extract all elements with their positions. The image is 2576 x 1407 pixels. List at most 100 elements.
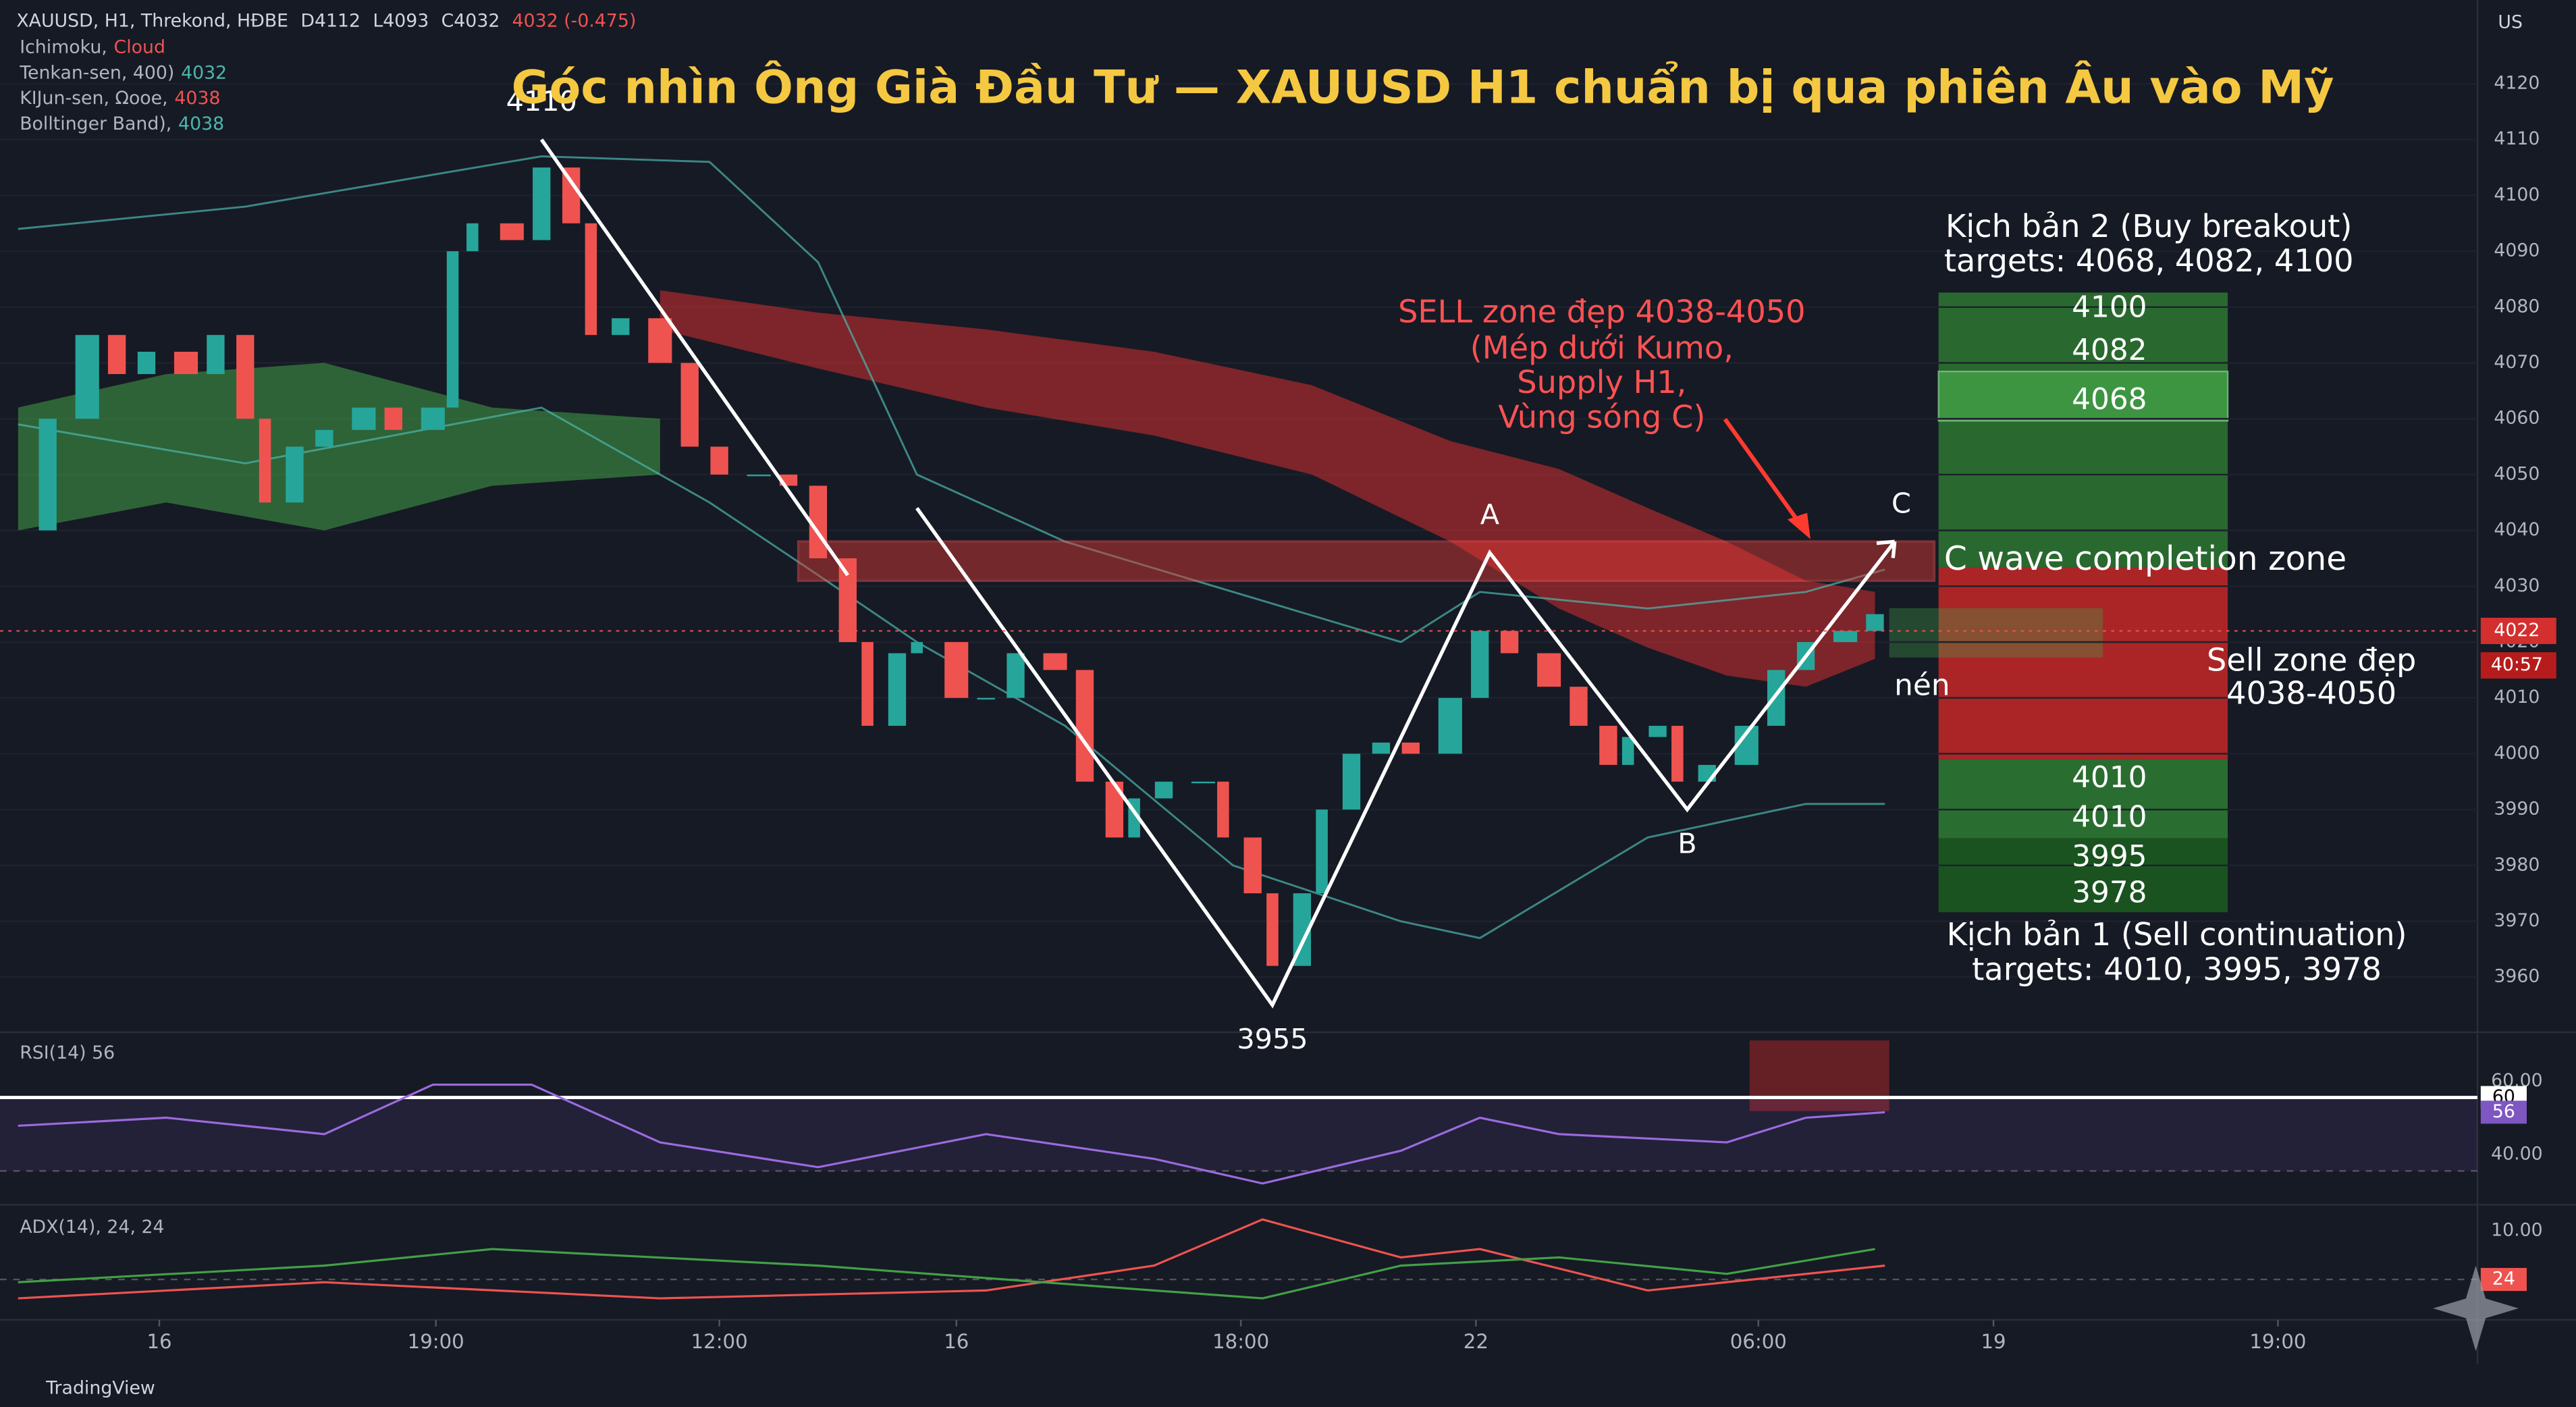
candle xyxy=(173,351,198,375)
wave-label: C xyxy=(1891,487,1911,520)
compression-box xyxy=(1889,608,2103,658)
candle xyxy=(137,351,156,375)
candle xyxy=(259,419,271,503)
adx-tag-label: 24 xyxy=(2492,1269,2515,1290)
adx-tag xyxy=(2480,1268,2527,1292)
candle xyxy=(421,407,445,430)
candle xyxy=(1007,653,1025,698)
adx-line xyxy=(18,1248,1875,1300)
callout-arrowhead xyxy=(1787,512,1810,539)
symbol: XAUUSD, H1, Threkond, HĐBE xyxy=(16,10,288,31)
y-tick-label: 4110 xyxy=(2494,128,2540,149)
wave-label: B xyxy=(1678,828,1696,860)
candle xyxy=(38,419,57,531)
candle xyxy=(384,407,402,430)
indicator-legend: KIJun-sen, Ωooe, 4038 xyxy=(20,88,220,109)
candle xyxy=(1671,726,1684,782)
buy-box xyxy=(1938,292,2228,567)
x-tick-label: 16 xyxy=(146,1330,171,1353)
annotation: Vùng sóng C) xyxy=(1498,398,1705,435)
candle xyxy=(648,318,672,363)
candle xyxy=(1217,781,1229,838)
candle xyxy=(236,335,254,419)
y-tick-label: 3960 xyxy=(2494,966,2540,987)
sell-target-box xyxy=(1938,759,2228,839)
candle xyxy=(1471,631,1489,698)
candle xyxy=(1866,614,1884,631)
candle xyxy=(911,642,923,654)
adx-tick-label: 10.00 xyxy=(2491,1220,2543,1241)
candle xyxy=(612,318,630,336)
candle xyxy=(1154,781,1173,799)
ohlc-open: D4112 xyxy=(300,10,360,31)
candle xyxy=(1599,726,1617,765)
x-tick-label: 06:00 xyxy=(1730,1330,1787,1353)
candle xyxy=(446,251,459,408)
footer-logo: TradingView xyxy=(45,1378,155,1399)
candle xyxy=(207,335,225,375)
candle xyxy=(1342,753,1361,810)
indicator-name: Ichimoku, xyxy=(20,36,107,57)
rsi-title: RSI(14) 56 xyxy=(20,1042,115,1063)
candle xyxy=(286,446,304,503)
candle xyxy=(107,335,126,375)
adx-title: ADX(14), 24, 24 xyxy=(20,1217,164,1238)
indicator-name: KIJun-sen, Ωooe, xyxy=(20,88,167,109)
bollinger-upper xyxy=(18,155,1885,643)
bollinger-lower xyxy=(18,406,1885,939)
sell-box xyxy=(1938,566,2228,760)
price-tag-label: 4022 xyxy=(2494,620,2540,641)
candle xyxy=(944,642,969,698)
rsi-tag-label: 56 xyxy=(2492,1101,2515,1122)
candle xyxy=(466,223,479,252)
indicator-value: 4038 xyxy=(174,88,220,109)
x-tick-label: 16 xyxy=(944,1330,969,1353)
candle xyxy=(1648,726,1667,737)
adx-line xyxy=(18,1218,1885,1300)
rsi-band xyxy=(0,1097,2477,1171)
indicator-name: Bolltinger Band), xyxy=(20,113,171,134)
annotation: targets: 4010, 3995, 3978 xyxy=(1972,951,2382,987)
indicator-name: Tenkan-sen, 400) xyxy=(19,62,174,83)
x-tick-label: 12:00 xyxy=(691,1330,748,1353)
candle xyxy=(1537,653,1561,687)
rsi-zone-box xyxy=(1749,1040,1889,1111)
x-tick-label: 22 xyxy=(1464,1330,1488,1353)
y-tick-label: 4040 xyxy=(2494,519,2540,540)
y-tick-label: 4120 xyxy=(2494,73,2540,94)
rsi-tag xyxy=(2480,1100,2527,1124)
x-tick-label: 19 xyxy=(1981,1330,2006,1353)
change: 4032 (-0.475) xyxy=(512,10,637,31)
candle xyxy=(562,167,581,223)
kumo-cloud xyxy=(660,290,1875,687)
annotation: (Mép dưới Kumo, xyxy=(1470,329,1734,366)
y-tick-label: 4030 xyxy=(2494,575,2540,596)
wave-label: 3955 xyxy=(1237,1023,1308,1055)
completion-zone xyxy=(797,540,1936,582)
price-tag xyxy=(2480,652,2556,679)
candle xyxy=(1438,697,1462,754)
candle xyxy=(1043,653,1067,670)
y-tick-label: 4000 xyxy=(2494,743,2540,764)
wave-label: A xyxy=(1480,498,1499,531)
annotation: Supply H1, xyxy=(1517,364,1686,400)
ohlc-low: L4093 xyxy=(373,10,429,31)
sparkle-icon xyxy=(2433,1265,2519,1352)
annotation: Kịch bản 1 (Sell continuation) xyxy=(1947,916,2407,953)
wave-line xyxy=(539,138,1896,1009)
candle xyxy=(352,407,376,430)
rsi-tick-label: 40.00 xyxy=(2491,1143,2543,1164)
candle xyxy=(75,335,99,419)
y-tick-label: 4090 xyxy=(2494,240,2540,261)
x-tick-label: 19:00 xyxy=(408,1330,464,1353)
candle xyxy=(1500,631,1519,654)
y-tick-label: 4050 xyxy=(2494,463,2540,484)
candle xyxy=(1569,687,1588,726)
annotation: 4068 xyxy=(2072,382,2147,417)
candle xyxy=(1401,742,1420,754)
x-tick-label: 18:00 xyxy=(1212,1330,1269,1353)
indicator-value: Cloud xyxy=(114,36,165,57)
candle xyxy=(1621,737,1634,765)
